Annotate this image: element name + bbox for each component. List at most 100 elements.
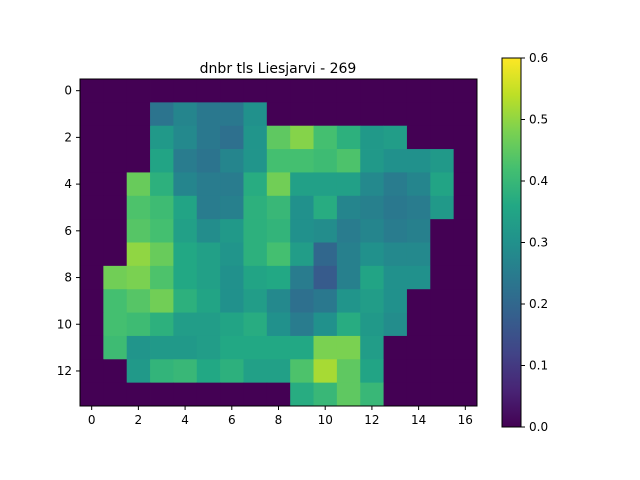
heatmap-cell	[196, 172, 221, 197]
heatmap-cell	[126, 172, 151, 197]
heatmap-cell	[430, 312, 455, 337]
heatmap-cell	[126, 289, 151, 313]
heatmap-cell	[150, 125, 174, 150]
heatmap-cell	[173, 149, 198, 173]
heatmap-cell	[173, 172, 198, 197]
x-tick-label: 2	[135, 413, 143, 427]
heatmap-cell	[243, 149, 268, 173]
heatmap-cell	[173, 265, 198, 290]
heatmap-cell	[103, 242, 128, 267]
heatmap-cell	[383, 219, 408, 243]
heatmap-cell	[383, 335, 408, 360]
heatmap-cell	[360, 195, 384, 220]
heatmap-cell	[430, 289, 455, 313]
y-tick-label: 10	[57, 317, 72, 331]
heatmap-cell	[126, 382, 151, 407]
heatmap-cell	[266, 335, 291, 360]
heatmap-cell	[290, 242, 314, 267]
heatmap-cell	[103, 172, 128, 197]
heatmap-cell	[383, 172, 408, 197]
heatmap-cell	[406, 359, 431, 384]
x-tick-label: 12	[364, 413, 379, 427]
heatmap-cell	[103, 335, 128, 360]
heatmap-cell	[266, 265, 291, 290]
heatmap-cell	[243, 195, 268, 220]
heatmap-cell	[243, 102, 268, 127]
heatmap-cell	[383, 312, 408, 337]
colorbar-tick-label: 0.1	[529, 359, 548, 373]
heatmap-cell	[243, 359, 268, 384]
heatmap-cell	[290, 125, 314, 150]
x-tick-label: 10	[318, 413, 333, 427]
heatmap-cell	[406, 219, 431, 243]
heatmap-cell	[266, 102, 291, 127]
heatmap-cell	[196, 382, 221, 407]
heatmap-cell	[126, 359, 151, 384]
y-tick-label: 12	[57, 364, 72, 378]
heatmap-cell	[150, 335, 174, 360]
chart-title: dnbr tls Liesjarvi - 269	[200, 61, 357, 77]
heatmap-cell	[360, 79, 384, 103]
heatmap-cell	[80, 219, 104, 243]
heatmap-cell	[243, 382, 268, 407]
heatmap-cell	[126, 79, 151, 103]
heatmap-cell	[360, 125, 384, 150]
heatmap-cell	[453, 382, 478, 407]
heatmap-cell	[173, 382, 198, 407]
heatmap-cell	[290, 149, 314, 173]
heatmap-cell	[406, 149, 431, 173]
heatmap-cell	[406, 195, 431, 220]
colorbar-tick-label: 0.5	[529, 113, 548, 127]
heatmap-cell	[196, 359, 221, 384]
heatmap-cell	[290, 312, 314, 337]
heatmap-cell	[80, 382, 104, 407]
heatmap-cell	[220, 265, 244, 290]
colorbar-tick-label: 0.4	[529, 174, 548, 188]
heatmap-cell	[336, 289, 361, 313]
y-tick-label: 0	[64, 84, 72, 98]
heatmap-cell	[80, 359, 104, 384]
heatmap-cell	[290, 219, 314, 243]
heatmap-cell	[173, 102, 198, 127]
heatmap-cell	[360, 172, 384, 197]
heatmap-cell	[220, 335, 244, 360]
heatmap-cell	[243, 335, 268, 360]
heatmap-cell	[103, 265, 128, 290]
heatmap-cell	[313, 335, 338, 360]
heatmap-cell	[430, 219, 455, 243]
heatmap-cell	[313, 242, 338, 267]
colorbar-tick-label: 0.3	[529, 236, 548, 250]
colorbar	[501, 57, 522, 428]
heatmap-cell	[150, 265, 174, 290]
heatmap-cell	[266, 382, 291, 407]
heatmap-cell	[266, 219, 291, 243]
x-axis: 0 2 4 6 8 10 12 14 16	[88, 406, 473, 427]
heatmap-cell	[80, 172, 104, 197]
heatmap-cell	[80, 195, 104, 220]
heatmap-cell	[126, 265, 151, 290]
heatmap-cell	[290, 359, 314, 384]
y-tick-label: 4	[64, 177, 72, 191]
heatmap-cell	[360, 265, 384, 290]
heatmap-cell	[406, 312, 431, 337]
heatmap-cell	[313, 172, 338, 197]
colorbar-tick-label: 0.6	[529, 51, 548, 65]
y-tick-label: 2	[64, 130, 72, 144]
heatmap-cell	[360, 335, 384, 360]
heatmap-cell	[126, 242, 151, 267]
heatmap-cell	[313, 219, 338, 243]
heatmap-cell	[220, 382, 244, 407]
heatmap-cell	[126, 312, 151, 337]
heatmap-cell	[430, 172, 455, 197]
heatmap-cell	[220, 219, 244, 243]
heatmap-cell	[290, 79, 314, 103]
heatmap-cell	[360, 242, 384, 267]
heatmap-cell	[150, 79, 174, 103]
x-tick-label: 16	[458, 413, 473, 427]
heatmap-cell	[290, 195, 314, 220]
heatmap-cell	[103, 312, 128, 337]
y-tick-label: 8	[64, 271, 72, 285]
heatmap-cell	[383, 149, 408, 173]
heatmap-cell	[430, 335, 455, 360]
